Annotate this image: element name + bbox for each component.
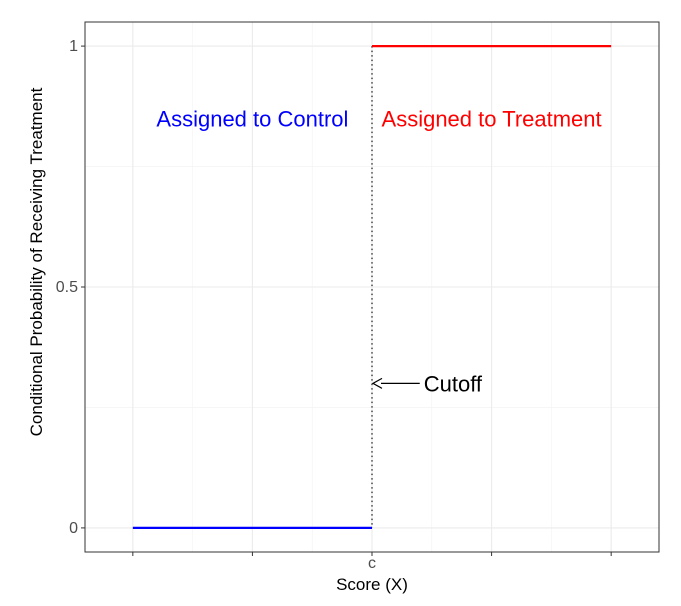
y-tick-label: 1 [69,38,78,55]
x-axis-title: Score (X) [336,575,408,594]
treatment-label: Assigned to Treatment [382,106,602,131]
control-label: Assigned to Control [156,106,348,131]
axes: 0 0.5 1 c [56,38,612,572]
y-axis-title: Conditional Probability of Receiving Tre… [27,87,46,436]
annotations: Assigned to Control Assigned to Treatment… [156,106,601,396]
x-tick-label-cutoff: c [368,555,376,572]
y-tick-label: 0.5 [56,279,78,296]
cutoff-label: Cutoff [424,371,483,396]
y-tick-label: 0 [69,520,78,537]
cutoff-arrow-head [371,377,383,389]
series-lines [132,44,612,530]
